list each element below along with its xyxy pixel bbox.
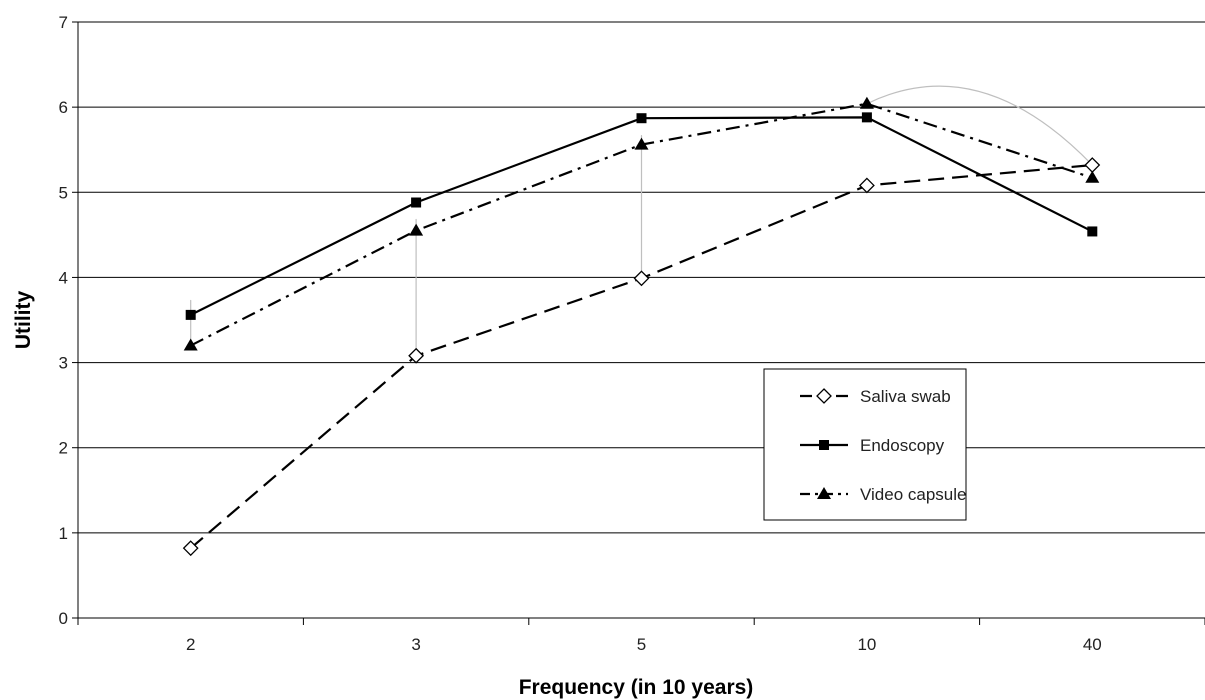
data-point [816,388,832,404]
legend-box [763,368,967,521]
x-tick-label: 10 [857,635,876,654]
legend-label: Video capsule [860,485,967,504]
data-point [408,347,425,364]
data-point [409,223,424,236]
data-point [858,177,875,194]
series-markers [182,96,1101,557]
data-point [634,137,649,150]
y-tick-label: 7 [59,13,68,32]
y-tick-label: 5 [59,183,68,202]
data-point [411,197,422,208]
data-point [817,487,831,499]
data-point [636,113,647,124]
data-point [1087,226,1098,237]
data-point [819,440,829,450]
legend-label: Endoscopy [860,436,945,455]
data-point [1085,170,1100,183]
y-tick-label: 1 [59,524,68,543]
x-tick-label: 40 [1083,635,1102,654]
y-tick-label: 4 [59,268,68,287]
x-tick-label: 3 [411,635,420,654]
x-axis-title: Frequency (in 10 years) [519,676,754,699]
x-tick-label: 2 [186,635,195,654]
data-point [633,270,650,287]
y-tick-label: 3 [59,354,68,373]
y-tick-label: 6 [59,98,68,117]
y-tick-label: 2 [59,439,68,458]
faint-curves [190,85,1093,356]
y-tick-label: 0 [59,609,68,628]
x-tick-label: 5 [637,635,646,654]
faint-curve [866,85,1093,166]
legend-label: Saliva swab [860,387,951,406]
data-point [185,309,196,320]
axes: 0 1 2 3 4 5 6 7 2 3 5 10 40 [59,13,1205,654]
legend-items: Saliva swab Endoscopy Video capsule [800,387,967,504]
data-point [182,540,199,557]
data-point [861,112,872,123]
data-point [183,338,198,351]
data-point [859,96,874,109]
legend: Saliva swab Endoscopy Video capsule [763,368,967,521]
y-axis-title: Utility [12,291,35,350]
